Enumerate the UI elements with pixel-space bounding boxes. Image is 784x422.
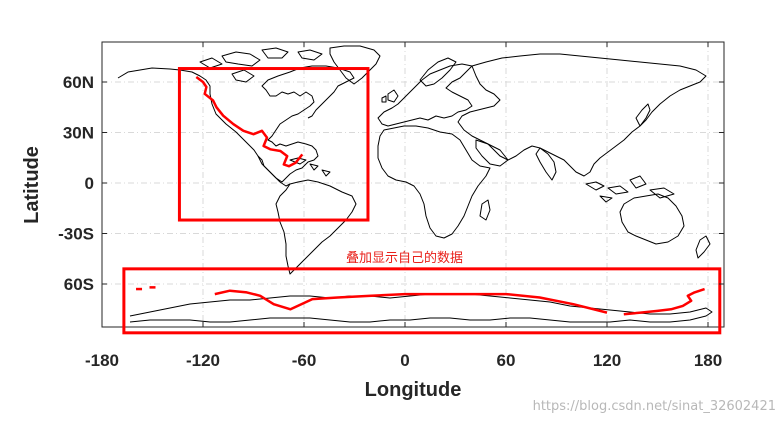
y-tick-label: 0 — [85, 174, 94, 193]
north-america-coastline — [117, 65, 355, 183]
graticule-grid — [102, 42, 724, 327]
x-tick-label: -120 — [186, 351, 220, 370]
y-tick-label: 60S — [64, 275, 94, 294]
x-tick-label: 120 — [593, 351, 621, 370]
plot-frame — [101, 41, 725, 328]
scandinavia-coastline — [419, 57, 457, 87]
y-axis-title: Latitude — [21, 146, 43, 224]
madagascar-coastline — [479, 199, 491, 221]
overlay-track-3 — [623, 287, 705, 316]
africa-coastline — [377, 125, 491, 239]
new-zealand-coastline — [695, 235, 711, 259]
southeast-asia-islands-coastline — [585, 175, 675, 203]
x-axis-title: Longitude — [365, 379, 462, 401]
antarctic-box — [122, 267, 722, 335]
axis-ticks: -180 -120 -60 0 60 120 180 60N 30N 0 -30S 60S — [58, 42, 724, 370]
south-america-coastline — [275, 179, 357, 275]
british-isles-coastline — [381, 89, 399, 103]
y-tick-label: 30N — [63, 124, 94, 143]
x-tick-label: 0 — [400, 351, 409, 370]
y-tick-label: 60N — [63, 73, 94, 92]
overlay-data-layer — [136, 75, 705, 316]
world-coastline — [117, 45, 713, 323]
x-tick-label: -180 — [85, 351, 119, 370]
europe-coastline — [377, 63, 473, 127]
overlay-track-1 — [195, 75, 304, 168]
central-america-coastline — [257, 155, 291, 187]
antarctica-coastline — [129, 293, 713, 323]
x-tick-label: 180 — [694, 351, 722, 370]
arabia-coastline — [475, 139, 509, 167]
japan-coastline — [635, 103, 651, 127]
overlay-track-2 — [214, 289, 608, 314]
x-tick-label: -60 — [292, 351, 317, 370]
watermark: https://blog.csdn.net/sinat_32602421 — [533, 399, 776, 414]
india-coastline — [535, 147, 557, 181]
x-tick-label: 60 — [497, 351, 516, 370]
highlight-box-layer — [122, 67, 722, 335]
americas-box — [177, 67, 370, 222]
australia-coastline — [619, 193, 685, 245]
arctic-islands-coastline — [199, 47, 323, 83]
overlay-annotation: 叠加显示自己的数据 — [346, 250, 463, 266]
asia-coastline — [457, 53, 707, 177]
greenland-coastline — [329, 45, 381, 85]
y-tick-label: -30S — [58, 225, 94, 244]
